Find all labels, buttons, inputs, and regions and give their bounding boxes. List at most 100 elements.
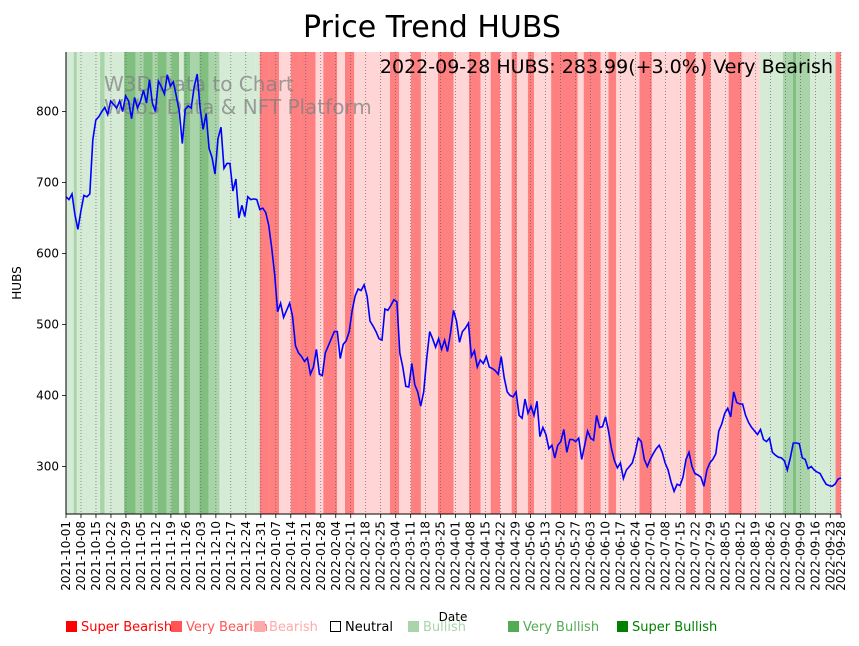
sentiment-band (835, 52, 841, 514)
x-tick-label: 2022-03-18 (419, 521, 433, 591)
x-tick-label: 2022-06-24 (628, 521, 642, 591)
sentiment-band (420, 52, 438, 514)
y-axis-label: HUBS (10, 266, 24, 299)
x-tick-label: 2022-07-15 (673, 521, 687, 591)
sentiment-band (551, 52, 578, 514)
x-tick-label: 2022-04-08 (464, 521, 478, 591)
x-tick-label: 2022-09-02 (778, 521, 792, 591)
legend-label: Super Bullish (632, 620, 718, 635)
x-tick-label: 2021-11-12 (149, 521, 163, 591)
sentiment-band (104, 52, 113, 514)
legend-item-super-bearish: Super Bearish (66, 620, 172, 635)
x-tick-label: 2022-02-11 (344, 521, 358, 591)
x-tick-label: 2022-08-26 (763, 521, 777, 591)
x-tick-label: 2021-10-08 (74, 521, 88, 591)
x-tick-label: 2022-05-06 (524, 521, 538, 591)
sentiment-band (583, 52, 601, 514)
x-tick-label: 2021-12-17 (224, 521, 238, 591)
sentiment-band (577, 52, 584, 514)
legend-item-very-bearish: Very Bearish (171, 620, 268, 635)
sentiment-band (152, 52, 158, 514)
x-tick-label: 2022-01-21 (299, 521, 313, 591)
x-tick-label: 2022-01-07 (269, 521, 283, 591)
legend-swatch (408, 621, 419, 632)
sentiment-band (490, 52, 500, 514)
sentiment-band (112, 52, 125, 514)
y-tick-label: 400 (36, 388, 59, 402)
x-tick-label: 2022-01-28 (314, 521, 328, 591)
x-tick-label: 2022-02-25 (374, 521, 388, 591)
sentiment-band (337, 52, 345, 514)
price-line (65, 73, 842, 494)
y-tick-label: 700 (36, 176, 59, 190)
x-tick-label: 2022-08-05 (718, 521, 732, 591)
sentiment-band (76, 52, 101, 514)
sentiment-band (810, 52, 818, 514)
sentiment-band (534, 52, 552, 514)
legend-swatch (330, 621, 341, 632)
sentiment-band (183, 52, 190, 514)
x-tick-label: 2022-08-19 (748, 521, 762, 591)
sentiment-bands (66, 52, 841, 514)
sentiment-band (290, 52, 301, 514)
x-tick-label: 2022-02-18 (359, 521, 373, 591)
x-tick-label: 2021-11-05 (134, 521, 148, 591)
x-tick-label: 2022-09-28 (834, 521, 848, 591)
sentiment-band (759, 52, 783, 514)
x-tick-label: 2022-09-16 (808, 521, 822, 591)
x-tick-label: 2022-05-27 (569, 521, 583, 591)
x-tick-label: 2022-04-01 (449, 521, 463, 591)
sentiment-band (651, 52, 667, 514)
legend-label: Super Bearish (81, 620, 173, 635)
sentiment-legend: Super Bearish Very Bearish Bearish Neutr… (66, 620, 846, 638)
x-tick-label: 2021-10-22 (104, 521, 118, 591)
sentiment-band (73, 52, 77, 514)
sentiment-band (500, 52, 512, 514)
x-tick-label: 2022-05-20 (554, 521, 568, 591)
legend-swatch (171, 621, 182, 632)
sentiment-band (269, 52, 280, 514)
x-tick-label: 2021-12-10 (209, 521, 223, 591)
sentiment-band (453, 52, 469, 514)
legend-label: Very Bullish (523, 620, 600, 635)
legend-swatch (508, 621, 519, 632)
legend-swatch (254, 621, 265, 632)
sentiment-band (796, 52, 810, 514)
sentiment-band (259, 52, 270, 514)
x-tick-label: 2021-11-26 (179, 521, 193, 591)
sentiment-band (157, 52, 167, 514)
sentiment-band (511, 52, 518, 514)
sentiment-band (166, 52, 172, 514)
sentiment-band (695, 52, 704, 514)
sentiment-band (616, 52, 640, 514)
watermark-line-2: Web3 Data & NFT Platform (104, 95, 372, 119)
x-tick-label: 2022-07-01 (643, 521, 657, 591)
legend-label: Bullish (423, 620, 467, 635)
y-tick-label: 800 (36, 105, 59, 119)
y-tick-label: 500 (36, 318, 59, 332)
x-tick-label: 2022-01-14 (284, 521, 298, 591)
y-tick-label: 300 (36, 459, 59, 473)
sentiment-band (710, 52, 729, 514)
legend-swatch (617, 621, 628, 632)
x-tick-label: 2022-09-23 (823, 521, 837, 591)
sentiment-band (135, 52, 144, 514)
legend-item-super-bullish: Super Bullish (617, 620, 717, 635)
sentiment-band (399, 52, 411, 514)
sentiment-band (179, 52, 184, 514)
x-tick-label: 2022-03-04 (389, 521, 403, 591)
sentiment-band (300, 52, 316, 514)
x-tick-label: 2021-12-31 (254, 521, 268, 591)
x-tick-label: 2021-12-03 (194, 521, 208, 591)
sentiment-band (817, 52, 836, 514)
sentiment-band (666, 52, 686, 514)
legend-item-very-bullish: Very Bullish (508, 620, 599, 635)
sentiment-band (345, 52, 355, 514)
sentiment-band (376, 52, 390, 514)
legend-item-bearish: Bearish (254, 620, 318, 635)
x-tick-label: 2021-10-15 (89, 521, 103, 591)
sentiment-band (354, 52, 376, 514)
y-tick-label: 600 (36, 247, 59, 261)
sentiment-band (315, 52, 324, 514)
